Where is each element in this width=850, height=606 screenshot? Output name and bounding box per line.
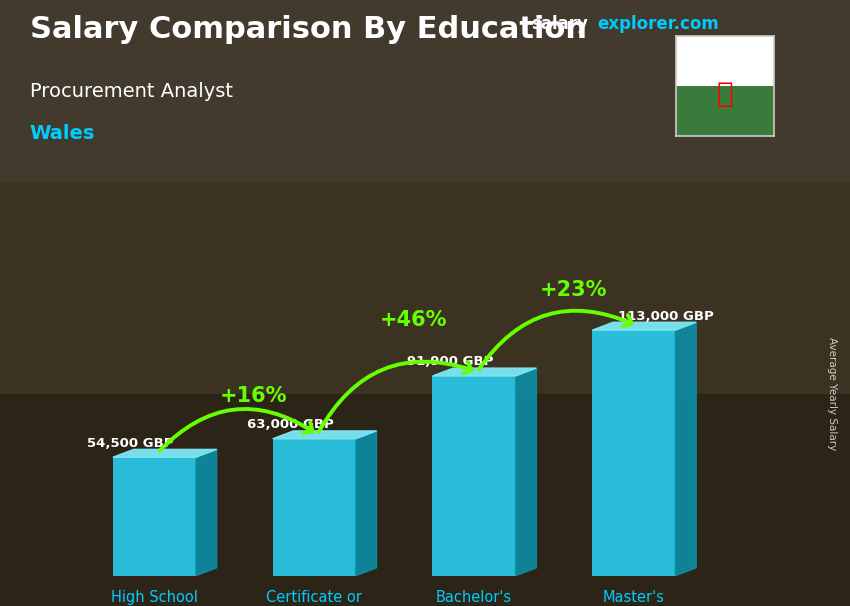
Text: 113,000 GBP: 113,000 GBP — [618, 310, 714, 322]
Polygon shape — [273, 431, 377, 439]
Bar — [676, 36, 774, 87]
Polygon shape — [196, 450, 217, 576]
Bar — [273, 439, 356, 576]
Text: 54,500 GBP: 54,500 GBP — [88, 437, 173, 450]
Polygon shape — [676, 322, 696, 576]
Text: +23%: +23% — [540, 281, 607, 301]
Text: +16%: +16% — [219, 386, 287, 406]
Text: Wales: Wales — [30, 124, 95, 143]
Text: salary: salary — [531, 15, 588, 33]
Polygon shape — [592, 322, 696, 330]
Bar — [676, 87, 774, 136]
Polygon shape — [516, 368, 536, 576]
Text: Salary Comparison By Education: Salary Comparison By Education — [30, 15, 586, 44]
Text: 91,900 GBP: 91,900 GBP — [407, 355, 493, 368]
Text: 🐉: 🐉 — [717, 81, 733, 108]
Text: +46%: +46% — [380, 310, 447, 330]
Bar — [592, 330, 676, 576]
Polygon shape — [433, 368, 536, 376]
Text: Average Yearly Salary: Average Yearly Salary — [827, 338, 837, 450]
Polygon shape — [356, 431, 377, 576]
Text: 63,000 GBP: 63,000 GBP — [247, 418, 334, 431]
Bar — [113, 458, 196, 576]
Polygon shape — [113, 450, 217, 458]
Text: Procurement Analyst: Procurement Analyst — [30, 82, 233, 101]
Bar — [433, 376, 516, 576]
Text: explorer.com: explorer.com — [598, 15, 719, 33]
